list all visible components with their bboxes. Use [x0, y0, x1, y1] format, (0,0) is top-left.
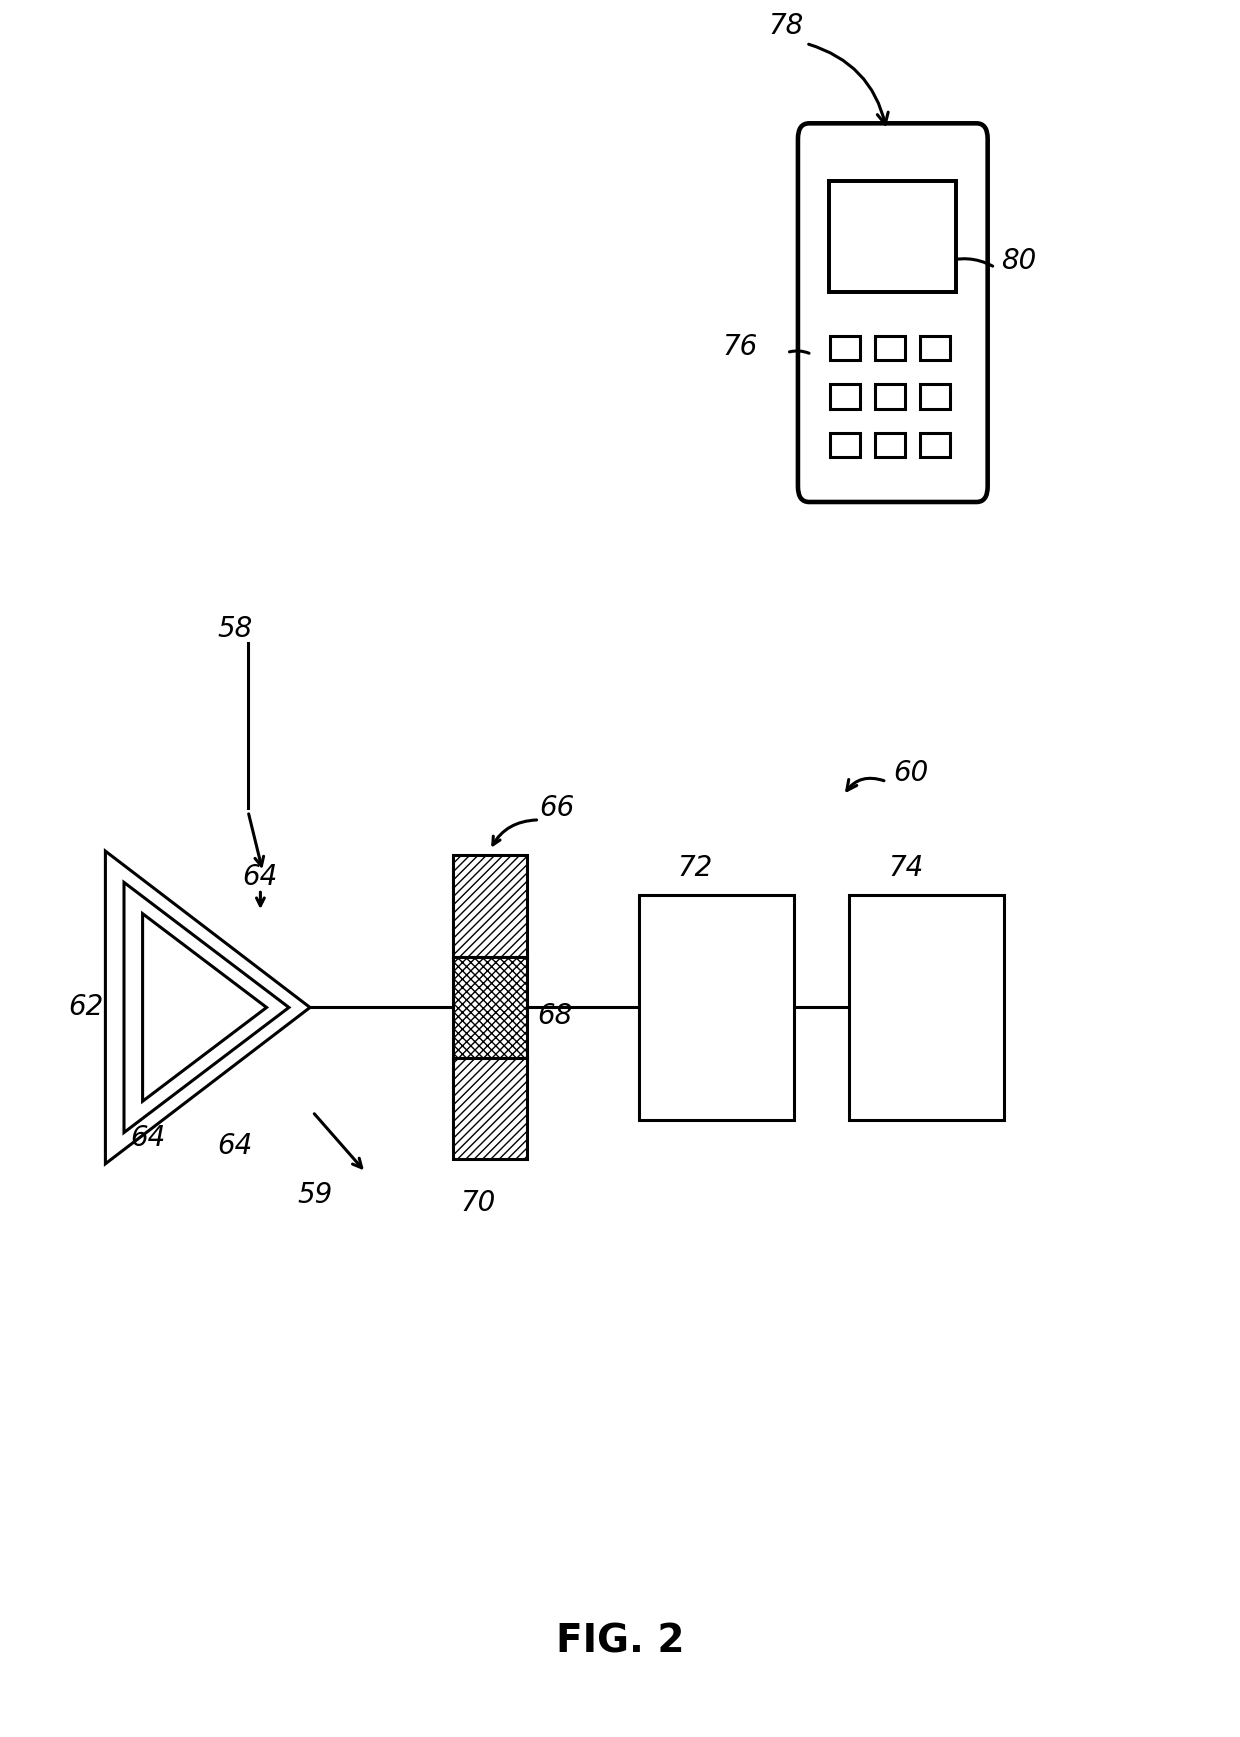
Bar — [875, 335, 905, 360]
Text: 62: 62 — [68, 994, 103, 1021]
Text: 59: 59 — [298, 1181, 332, 1209]
Bar — [831, 433, 861, 457]
Polygon shape — [124, 882, 289, 1133]
Polygon shape — [105, 851, 310, 1164]
Bar — [831, 384, 861, 408]
Bar — [453, 1058, 527, 1160]
Text: 74: 74 — [888, 855, 924, 882]
Text: 58: 58 — [217, 615, 252, 643]
Bar — [639, 895, 794, 1120]
Text: 64: 64 — [217, 1133, 252, 1160]
Text: 68: 68 — [537, 1002, 572, 1030]
Text: 78: 78 — [769, 12, 804, 40]
Bar — [453, 957, 527, 1058]
Bar — [453, 856, 527, 957]
Text: 64: 64 — [130, 1124, 165, 1152]
Text: 66: 66 — [539, 794, 574, 822]
Bar — [830, 181, 956, 292]
Bar — [875, 433, 905, 457]
Polygon shape — [143, 914, 267, 1101]
Text: 80: 80 — [1002, 247, 1037, 274]
Text: 60: 60 — [893, 759, 928, 787]
Text: 70: 70 — [460, 1188, 495, 1218]
Bar — [875, 384, 905, 408]
FancyBboxPatch shape — [799, 123, 987, 502]
Text: 76: 76 — [722, 334, 758, 361]
Bar — [920, 433, 950, 457]
Bar — [920, 335, 950, 360]
Text: 64: 64 — [242, 863, 277, 891]
Text: FIG. 2: FIG. 2 — [556, 1622, 684, 1661]
Bar — [831, 335, 861, 360]
Bar — [849, 895, 1004, 1120]
Text: 72: 72 — [677, 855, 713, 882]
Bar — [920, 384, 950, 408]
